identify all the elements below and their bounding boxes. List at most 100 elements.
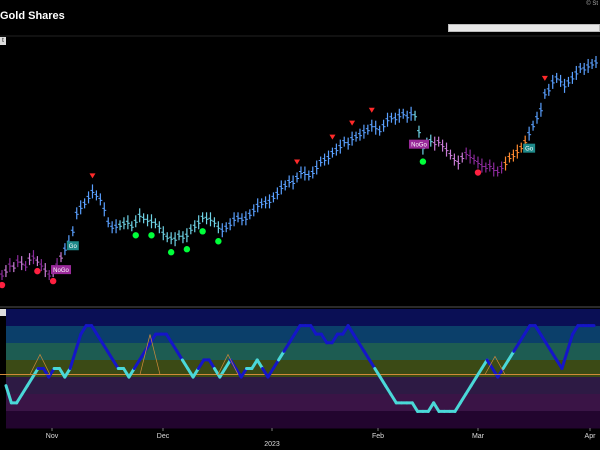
oscillator-line-segment <box>346 324 355 336</box>
oscillator-band <box>6 377 600 395</box>
oscillator-line-segment <box>196 358 206 370</box>
oscillator-line-segment <box>20 384 29 396</box>
oscillator-line-segment <box>191 367 200 379</box>
go-dot-marker <box>199 228 206 235</box>
trend-arrow-marker <box>541 75 548 81</box>
oscillator-band <box>6 309 600 327</box>
oscillator-hatch <box>484 355 506 375</box>
panel-tag: t <box>0 37 6 45</box>
go-label: Go <box>525 147 534 153</box>
oscillator-line-segment <box>549 349 559 362</box>
go-dot-marker <box>167 249 175 256</box>
oscillator-line-segment <box>560 349 569 370</box>
oscillator-line-segment <box>250 358 259 370</box>
oscillator-line-segment <box>63 367 72 379</box>
oscillator-band <box>6 394 600 412</box>
oscillator-line-segment <box>175 349 184 362</box>
oscillator-line-segment <box>384 384 393 396</box>
go-label-box <box>66 241 79 251</box>
oscillator-line-segment <box>282 341 291 353</box>
oscillator-line-segment <box>122 367 131 379</box>
oscillator-band <box>6 411 600 429</box>
oscillator-line-segment <box>223 358 233 370</box>
oscillator-line-segment <box>218 367 227 379</box>
oscillator-line-segment <box>517 332 527 345</box>
oscillator-line-segment <box>453 401 462 413</box>
nogo-dot-marker <box>474 169 482 176</box>
oscillator-line-segment <box>523 324 532 336</box>
oscillator-band <box>6 360 600 378</box>
oscillator-line-segment <box>57 367 67 379</box>
oscillator-line-segment <box>464 384 473 396</box>
nogo-dot-marker <box>0 281 6 289</box>
oscillator-line-segment <box>539 332 548 345</box>
oscillator-line-segment <box>362 349 371 362</box>
oscillator-line-segment <box>138 349 147 362</box>
oscillator-line-segment <box>4 384 13 405</box>
oscillator-line-segment <box>341 324 350 336</box>
oscillator-line-segment <box>533 324 543 336</box>
oscillator-band <box>6 343 600 361</box>
x-axis-tick-label: Apr <box>585 433 597 440</box>
x-axis-tick-label: Dec <box>157 433 170 440</box>
oscillator-line-segment <box>309 324 318 336</box>
oscillator-line-segment <box>148 332 158 345</box>
oscillator-line-segment <box>239 367 249 379</box>
oscillator-line-segment <box>469 375 478 388</box>
oscillator-line-segment <box>132 358 142 370</box>
trend-arrow-marker <box>89 173 96 179</box>
oscillator-line-segment <box>15 392 24 405</box>
oscillator-panel-tag <box>0 309 6 316</box>
oscillator-line-segment <box>79 324 88 336</box>
oscillator-line-segment <box>571 324 580 336</box>
oscillator-line-segment <box>512 341 521 353</box>
trend-arrow-marker <box>329 134 336 140</box>
oscillator-hatch <box>29 353 51 375</box>
oscillator-line-segment <box>277 349 286 362</box>
oscillator-band <box>6 326 600 344</box>
oscillator-line-segment <box>458 392 468 405</box>
oscillator-line-segment <box>47 367 56 379</box>
oscillator-line-segment <box>164 332 174 345</box>
trend-arrow-marker <box>368 107 375 113</box>
oscillator-line-segment <box>25 375 35 388</box>
oscillator-line-segment <box>565 332 575 353</box>
nogo-label: NoGo <box>411 143 427 149</box>
oscillator-line-segment <box>271 358 281 370</box>
oscillator-hatch <box>217 353 239 375</box>
go-dot-marker <box>215 238 222 245</box>
oscillator-line-segment <box>261 367 270 379</box>
oscillator-line-segment <box>373 367 382 379</box>
oscillator-line-segment <box>506 349 516 362</box>
oscillator-line-segment <box>330 332 339 345</box>
oscillator-line-segment <box>255 358 265 370</box>
oscillator-line-segment <box>170 341 179 353</box>
oscillator-line-segment <box>378 375 388 388</box>
oscillator-line-segment <box>357 341 366 353</box>
oscillator-line-segment <box>111 358 120 370</box>
nogo-dot-marker <box>34 267 41 275</box>
x-axis-tick-label: 2023 <box>264 441 280 448</box>
oscillator-line-segment <box>474 367 484 379</box>
oscillator-line-segment <box>127 367 136 379</box>
oscillator-line-segment <box>106 349 115 362</box>
go-label: Go <box>69 244 78 250</box>
chart-title: Gold Shares <box>0 10 65 22</box>
oscillator-line-segment <box>180 358 190 370</box>
oscillator-line-segment <box>95 332 104 345</box>
oscillator-line-segment <box>432 401 441 413</box>
oscillator-line-segment <box>544 341 553 353</box>
nogo-dot-marker <box>49 277 57 285</box>
oscillator-line-segment <box>234 367 243 379</box>
oscillator-line-segment <box>389 392 398 405</box>
x-axis-tick-label: Feb <box>372 433 384 440</box>
nogo-label-box <box>408 139 429 149</box>
trend-arrow-marker <box>294 159 301 165</box>
oscillator-line-segment <box>480 358 489 370</box>
symbol-search-bar[interactable] <box>448 24 600 32</box>
trend-arrow-marker <box>349 120 356 126</box>
oscillator-line-segment <box>31 367 40 379</box>
oscillator-line-segment <box>319 332 329 345</box>
go-dot-marker <box>183 246 191 253</box>
oscillator-line-segment <box>485 358 494 370</box>
